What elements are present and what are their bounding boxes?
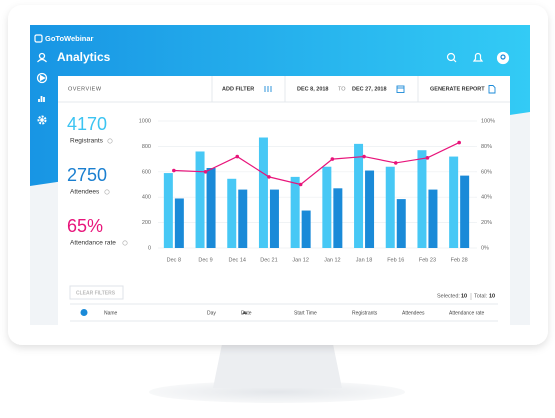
clear-filters[interactable]: CLEAR FILTERS — [76, 290, 116, 296]
x-tick-label: Jan 12 — [292, 257, 309, 263]
x-tick-label: Feb 16 — [387, 257, 404, 263]
line-point — [393, 161, 398, 165]
line — [173, 142, 460, 186]
sidebar-icons — [36, 52, 48, 125]
bar — [227, 178, 237, 248]
x-tick-label: Dec 21 — [260, 257, 277, 263]
info-icon — [107, 138, 113, 144]
generate-report[interactable]: GENERATE REPORT — [430, 86, 485, 92]
bar — [354, 143, 364, 248]
y-tick-label: 200 — [142, 220, 151, 226]
total-count: 10 — [489, 293, 495, 299]
logo: GoToWebinar — [45, 34, 94, 43]
bar — [396, 199, 406, 248]
selected-label: Selected: — [437, 293, 460, 299]
stat-label: Registrants — [70, 138, 104, 145]
total-label: Total: — [474, 293, 488, 299]
column-header[interactable]: Date — [241, 310, 252, 316]
y2-tick-label: 100% — [481, 118, 495, 124]
bar — [449, 156, 459, 248]
y-tick-label: 800 — [142, 144, 151, 150]
selected-count: 10 — [461, 293, 467, 299]
line-point — [298, 182, 303, 187]
column-header[interactable]: Attendees — [402, 310, 425, 316]
bar — [333, 188, 343, 248]
line-point — [235, 154, 240, 159]
bar — [460, 175, 470, 248]
stat-value: 2750 — [67, 165, 107, 185]
sort-arrow — [242, 311, 247, 314]
y2-tick-label: 60% — [481, 169, 492, 175]
y-tick-label: 400 — [142, 195, 151, 201]
column-header[interactable]: Name — [104, 310, 118, 316]
y-tick-label: 0 — [148, 245, 151, 251]
bar — [417, 150, 427, 248]
bar — [174, 198, 184, 248]
bar — [195, 151, 205, 248]
date-to-label: TO — [338, 86, 346, 92]
stat-value: 4170 — [67, 114, 107, 134]
info-icon — [122, 240, 128, 246]
y2-tick-label: 20% — [481, 220, 492, 226]
line-point — [425, 156, 430, 160]
bar — [238, 189, 248, 248]
select-all-checkbox[interactable] — [80, 309, 88, 316]
line-point — [172, 168, 176, 173]
bar — [385, 166, 395, 248]
stat-label: Attendees — [70, 189, 100, 196]
x-tick-label: Dec 14 — [229, 257, 246, 263]
clear-filters-button[interactable] — [69, 285, 124, 300]
stat-label: Attendance rate — [70, 240, 116, 247]
x-tick-label: Dec 8 — [167, 257, 181, 263]
y-tick-label: 1000 — [139, 118, 151, 124]
toolbar-icons — [264, 85, 496, 94]
bar — [258, 137, 268, 248]
bar — [206, 167, 216, 248]
page-title: Analytics — [57, 50, 111, 64]
line-point — [362, 154, 366, 159]
toolbar-lines — [58, 76, 510, 322]
y2-tick-label: 40% — [481, 195, 492, 201]
x-tick-label: Jan 12 — [324, 257, 341, 263]
stat-value: 65% — [67, 216, 103, 236]
card — [58, 76, 510, 325]
bar — [301, 210, 311, 248]
line-point — [203, 170, 208, 174]
bar — [322, 166, 332, 248]
column-header[interactable]: Attendance rate — [449, 310, 485, 316]
monitor-stand — [149, 344, 405, 403]
x-tick-label: Dec 9 — [198, 257, 212, 263]
line-point — [457, 140, 461, 145]
bar — [163, 173, 173, 248]
y2-tick-label: 0% — [481, 245, 489, 251]
bar — [365, 170, 375, 248]
x-tick-label: Feb 23 — [419, 257, 436, 263]
column-header[interactable]: Start Time — [294, 310, 317, 316]
column-header[interactable]: Registrants — [352, 310, 378, 316]
date-from[interactable]: DEC 8, 2018 — [297, 86, 329, 92]
bar — [269, 189, 279, 248]
x-tick-label: Feb 28 — [451, 257, 468, 263]
y2-tick-label: 80% — [481, 144, 492, 150]
line-point — [267, 175, 271, 179]
column-header[interactable]: Day — [207, 310, 216, 316]
y-tick-label: 600 — [142, 169, 151, 175]
logo-icon — [34, 34, 43, 43]
add-filter[interactable]: ADD FILTER — [222, 86, 254, 92]
bar — [428, 189, 438, 248]
line-point — [330, 157, 335, 161]
header-icons — [446, 51, 510, 65]
info-icon — [104, 189, 110, 195]
date-to[interactable]: DEC 27, 2018 — [352, 86, 387, 92]
x-tick-label: Jan 18 — [356, 257, 373, 263]
bar — [290, 176, 300, 248]
overview-label: OVERVIEW — [68, 86, 102, 92]
